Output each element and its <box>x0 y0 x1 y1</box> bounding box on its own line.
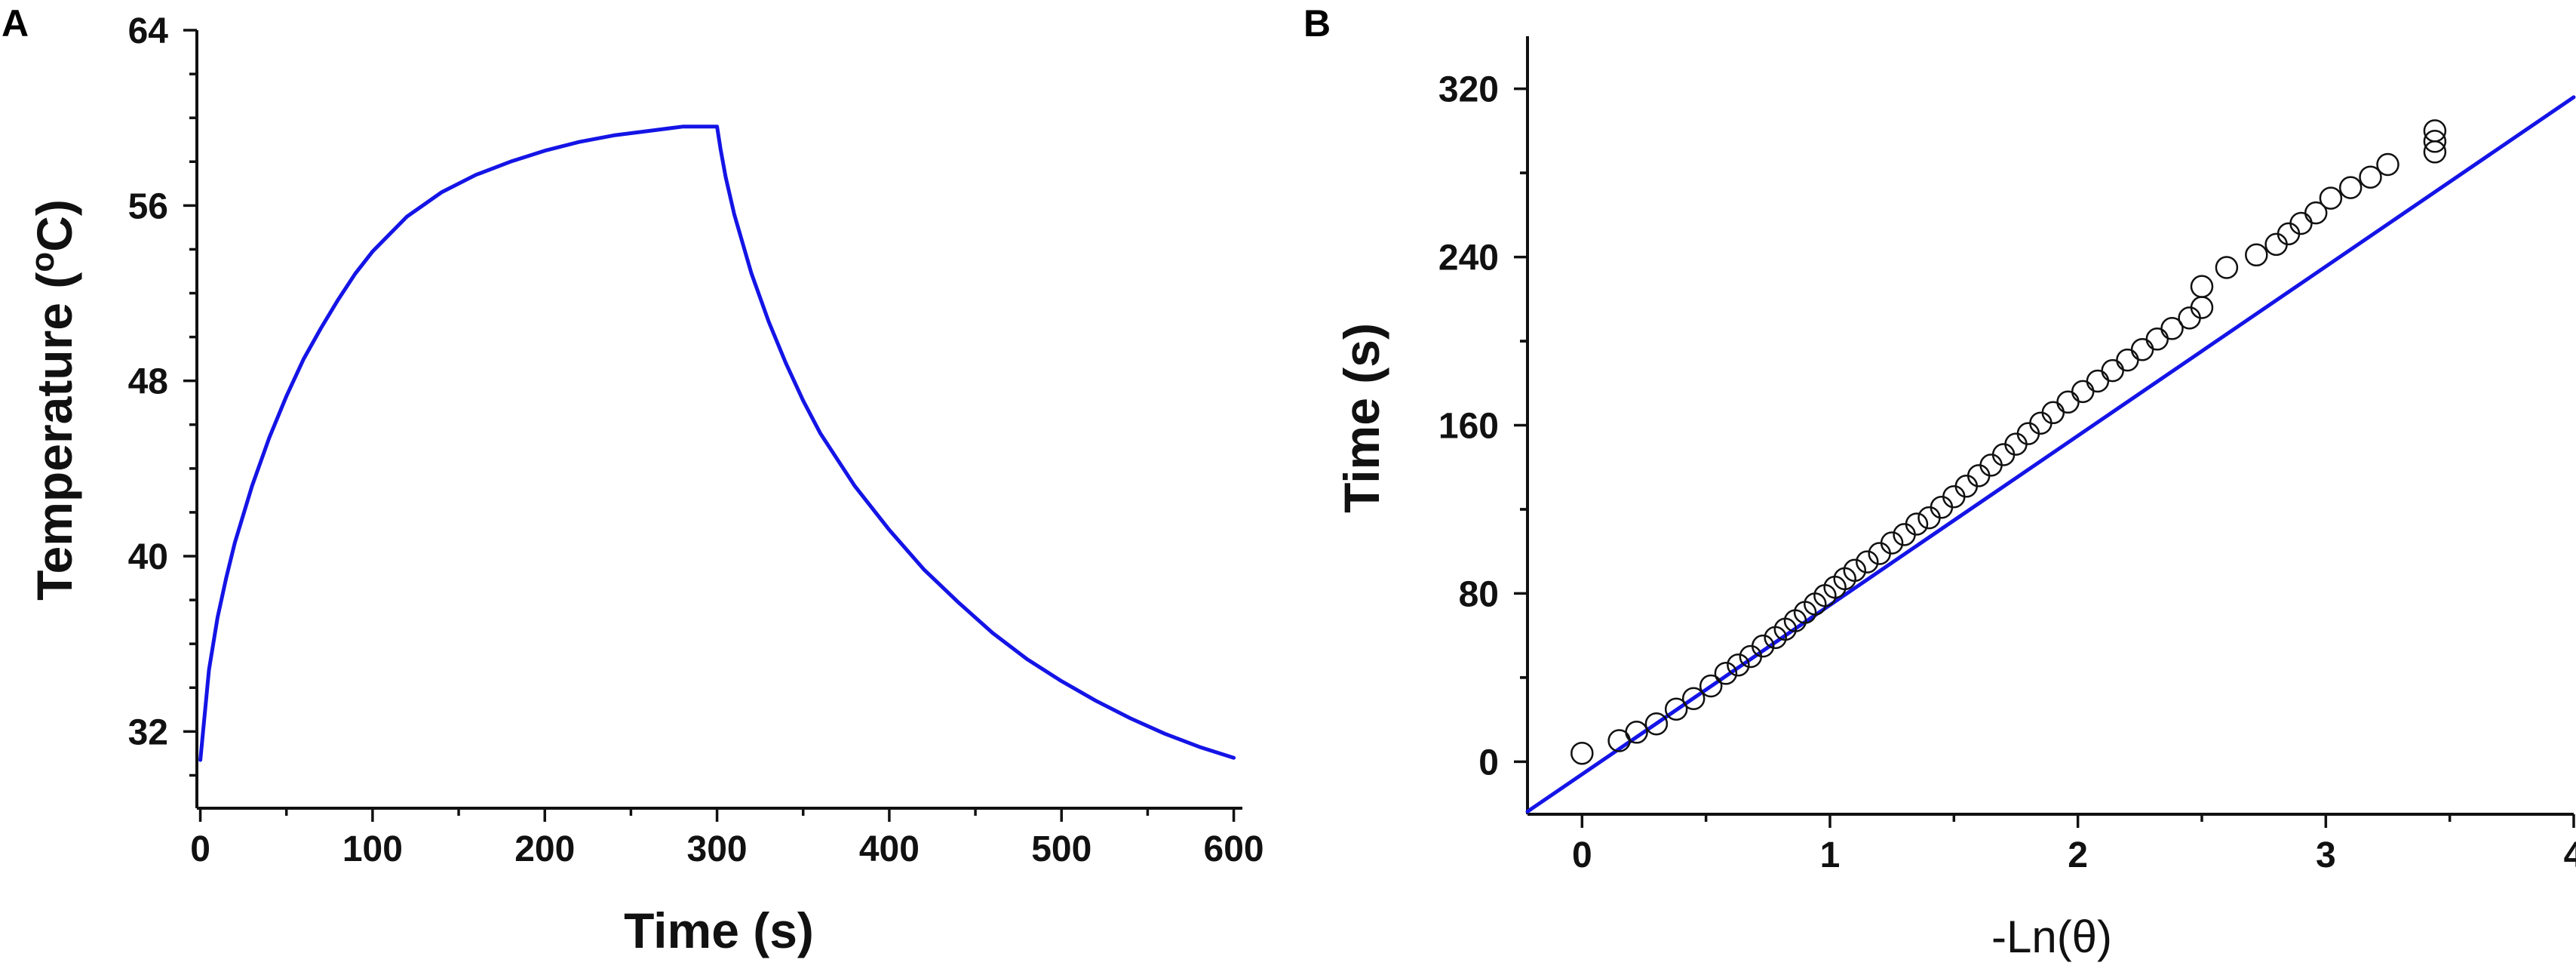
panel-b-x-tick-label: 4 <box>2564 835 2576 875</box>
temperature-curve <box>198 125 1236 762</box>
data-point <box>1905 512 1929 536</box>
panel-b-letter: B <box>1303 2 1331 45</box>
data-point <box>2178 306 2201 330</box>
data-point <box>2190 296 2214 319</box>
panel-b-y-axis-title: Time (s) <box>1334 323 1389 513</box>
panel-a-y-tick-label: 40 <box>128 537 168 577</box>
panel-b-x-tick-label: 2 <box>2068 835 2088 875</box>
panel-a-x-tick-label: 400 <box>859 829 920 869</box>
data-point <box>2160 317 2184 340</box>
panel-b-y-tick-label: 240 <box>1438 238 1499 278</box>
data-point <box>1714 662 1738 685</box>
data-point <box>2376 152 2399 177</box>
panel-a-y-axis-title-superscript: o <box>24 252 61 272</box>
panel-a-x-axis-title: Time (s) <box>624 903 814 958</box>
data-point <box>2359 165 2382 189</box>
data-point <box>2145 328 2169 351</box>
data-point <box>2029 411 2053 435</box>
data-point <box>2086 369 2110 393</box>
data-point <box>2245 243 2268 267</box>
panel-a-x-tick-label: 500 <box>1031 829 1091 869</box>
panel-a-y-axis-title-end: C) <box>26 199 82 252</box>
data-point <box>1751 634 1775 658</box>
panel-a-chart: 0 100 200 300 400 500 600 32 40 48 56 64 Time (s) T… <box>24 11 1264 958</box>
data-point <box>2130 337 2154 361</box>
data-point <box>1843 558 1867 583</box>
panel-a-x-tick-label: 0 <box>190 829 210 869</box>
panel-a-y-tick-label: 48 <box>128 362 168 402</box>
data-point <box>2071 380 2095 404</box>
panel-b-x-axis-title: -Ln(θ) <box>1991 912 2112 962</box>
panel-a-x-tick-label: 100 <box>342 829 403 869</box>
panel-a-y-axis-title: Temperature (oC) <box>24 199 83 601</box>
data-point <box>2116 348 2139 372</box>
data-point <box>1681 687 1706 710</box>
data-point <box>2338 176 2363 199</box>
panel-a-x-tick-label: 300 <box>687 829 748 869</box>
data-point <box>1856 550 1879 574</box>
data-point <box>2264 232 2288 257</box>
data-point <box>1942 484 1966 509</box>
panel-b-y-tick-label: 0 <box>1478 743 1499 783</box>
panel-b-x-tick-label: 3 <box>2316 835 2336 875</box>
data-point <box>2004 432 2028 456</box>
panel-a-y-tick-label: 64 <box>128 11 169 51</box>
panel-a-letter: A <box>2 2 29 45</box>
data-point <box>1727 653 1750 677</box>
data-point <box>2304 201 2328 225</box>
panel-b-x-tick-label: 0 <box>1572 835 1592 875</box>
data-point <box>2277 222 2301 246</box>
data-point <box>1930 495 1954 519</box>
data-point <box>2041 401 2065 425</box>
data-point <box>2190 275 2214 298</box>
data-point <box>2215 256 2239 279</box>
data-point <box>2289 211 2313 235</box>
data-point <box>2101 358 2124 383</box>
data-point <box>1967 464 1991 487</box>
panel-a-y-tick-label: 32 <box>128 712 168 752</box>
data-point <box>2056 390 2080 414</box>
data-point <box>1880 531 1904 555</box>
panel-b-y-tick-label: 80 <box>1459 574 1499 614</box>
data-point <box>2423 130 2447 153</box>
data-point <box>2016 422 2040 445</box>
panel-a-x-tick-label: 200 <box>514 829 575 869</box>
data-point <box>1625 721 1648 744</box>
data-point <box>1699 674 1723 698</box>
data-point <box>1954 475 1979 498</box>
panel-b-x-tick-label: 1 <box>1820 835 1841 875</box>
data-point <box>2423 119 2447 143</box>
data-point <box>1570 741 1594 765</box>
panel-a-y-axis-title-main: Temperature ( <box>26 272 82 601</box>
data-point <box>1644 712 1669 736</box>
panel-a-y-tick-label: 56 <box>128 186 168 226</box>
data-point <box>2319 186 2343 210</box>
panel-b-y-tick-label: 160 <box>1438 407 1499 447</box>
data-point <box>1664 697 1688 721</box>
panel-a-x-tick-label: 600 <box>1204 829 1264 869</box>
data-point <box>1979 454 2003 477</box>
data-point <box>1917 506 1941 530</box>
panel-b-y-tick-label: 320 <box>1438 70 1499 110</box>
data-point <box>1991 443 2016 466</box>
panel-b-chart: 0 1 2 3 4 0 80 160 240 320 -Ln(θ) Time (s) <box>1334 36 2576 962</box>
